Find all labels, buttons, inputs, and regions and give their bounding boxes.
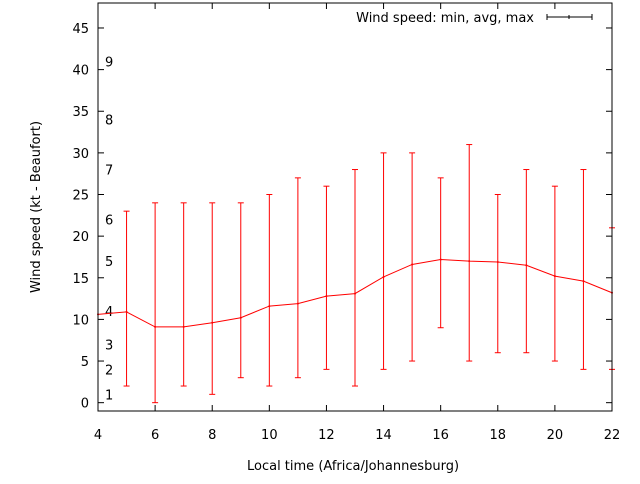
legend-label: Wind speed: min, avg, max [356, 11, 534, 26]
x-tick-label: 4 [94, 428, 102, 443]
beaufort-label: 3 [105, 338, 113, 353]
y-tick-label: 5 [81, 355, 89, 370]
x-tick-label: 8 [208, 428, 216, 443]
beaufort-label: 2 [105, 363, 113, 378]
x-tick-label: 14 [375, 428, 392, 443]
x-tick-label: 12 [318, 428, 335, 443]
beaufort-label: 9 [105, 55, 113, 70]
y-tick-label: 30 [72, 147, 89, 162]
beaufort-label: 1 [105, 388, 113, 403]
beaufort-label: 5 [105, 255, 113, 270]
x-tick-label: 20 [547, 428, 564, 443]
y-axis-label: Wind speed (kt - Beaufort) [29, 121, 44, 293]
beaufort-label: 6 [105, 213, 113, 228]
y-tick-label: 35 [72, 105, 89, 120]
y-tick-label: 0 [81, 397, 89, 412]
x-tick-label: 10 [261, 428, 278, 443]
beaufort-label: 4 [105, 305, 113, 320]
y-tick-label: 20 [72, 230, 89, 245]
x-axis-label: Local time (Africa/Johannesburg) [247, 459, 459, 474]
beaufort-label: 8 [105, 114, 113, 129]
x-tick-label: 6 [151, 428, 159, 443]
y-tick-label: 10 [72, 313, 89, 328]
x-tick-label: 22 [604, 428, 621, 443]
legend: Wind speed: min, avg, max [356, 11, 593, 26]
x-tick-label: 16 [432, 428, 449, 443]
plot-border [97, 2, 613, 412]
legend-errorbar-sample [546, 14, 593, 20]
series-wind-speed [97, 144, 615, 404]
y-tick-label: 45 [72, 22, 89, 37]
beaufort-labels: 1 2 3 4 5 6 7 8 9 [105, 55, 113, 403]
beaufort-label: 7 [105, 164, 113, 179]
y-tick-label: 40 [72, 64, 89, 79]
x-tick-label: 18 [490, 428, 507, 443]
y-tick-label: 15 [72, 272, 89, 287]
y-tick-label: 25 [72, 189, 89, 204]
